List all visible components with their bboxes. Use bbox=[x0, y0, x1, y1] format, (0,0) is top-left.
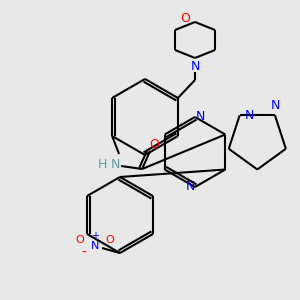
Text: O: O bbox=[180, 11, 190, 25]
Text: +: + bbox=[91, 231, 99, 241]
Text: -: - bbox=[82, 246, 86, 260]
Text: N: N bbox=[110, 158, 120, 170]
Text: N: N bbox=[195, 110, 205, 124]
Text: O: O bbox=[76, 235, 84, 245]
Text: N: N bbox=[91, 241, 99, 251]
Text: N: N bbox=[245, 109, 254, 122]
Text: N: N bbox=[185, 181, 195, 194]
Text: H: H bbox=[98, 158, 107, 170]
Text: N: N bbox=[190, 59, 200, 73]
Text: O: O bbox=[106, 235, 114, 245]
Text: O: O bbox=[149, 137, 159, 151]
Text: N: N bbox=[270, 99, 280, 112]
